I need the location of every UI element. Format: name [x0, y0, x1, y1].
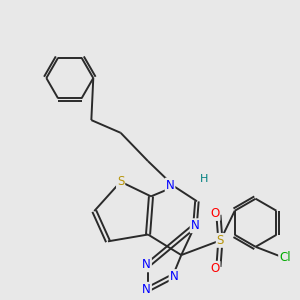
Text: N: N [169, 270, 178, 283]
Text: H: H [200, 174, 208, 184]
Text: N: N [190, 219, 200, 232]
Text: O: O [210, 207, 220, 220]
Text: Cl: Cl [279, 250, 291, 263]
Text: N: N [142, 258, 151, 271]
Text: N: N [142, 283, 151, 296]
Text: S: S [117, 175, 124, 188]
Text: S: S [217, 234, 224, 247]
Text: N: N [166, 178, 174, 192]
Text: O: O [210, 262, 220, 275]
